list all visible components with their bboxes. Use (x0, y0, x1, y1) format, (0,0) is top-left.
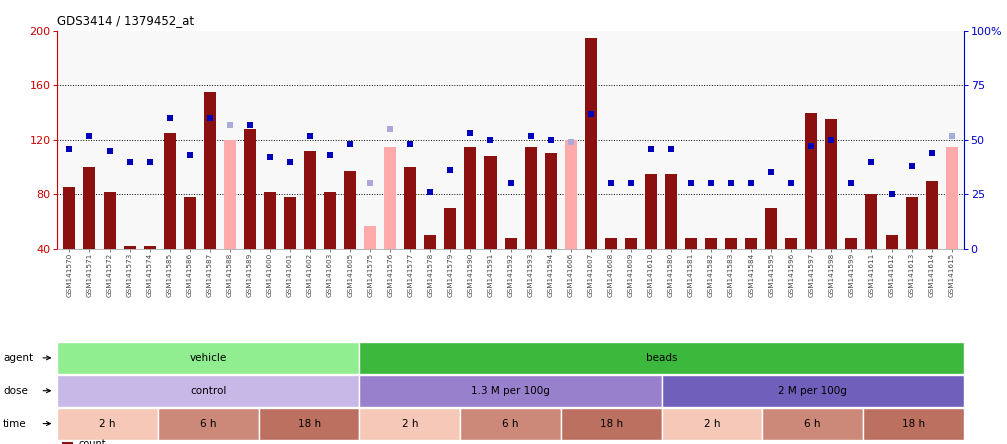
Text: count: count (79, 440, 106, 444)
Text: 2 h: 2 h (402, 419, 418, 428)
Bar (946, 147, 958, 249)
Bar (624, 238, 636, 249)
Bar (404, 167, 416, 249)
Text: 2 h: 2 h (704, 419, 720, 428)
Bar (324, 191, 336, 249)
Bar (304, 151, 316, 249)
Bar (665, 174, 677, 249)
Bar (365, 226, 377, 249)
Bar (244, 129, 256, 249)
Bar (183, 197, 195, 249)
Bar (725, 238, 737, 249)
Bar (63, 187, 76, 249)
Bar (745, 238, 757, 249)
Bar (464, 147, 476, 249)
Text: 18 h: 18 h (600, 419, 622, 428)
Bar (885, 235, 897, 249)
Bar (905, 197, 917, 249)
Bar (545, 154, 557, 249)
Bar (344, 171, 356, 249)
Text: vehicle: vehicle (190, 353, 227, 363)
Bar (565, 140, 577, 249)
Bar (525, 147, 537, 249)
Bar (124, 246, 136, 249)
Text: 2 h: 2 h (100, 419, 116, 428)
Text: 6 h: 6 h (805, 419, 821, 428)
Bar (505, 238, 517, 249)
Bar (484, 156, 496, 249)
Text: dose: dose (3, 386, 28, 396)
Bar (585, 38, 597, 249)
Bar (164, 133, 175, 249)
Bar (264, 191, 276, 249)
Text: GDS3414 / 1379452_at: GDS3414 / 1379452_at (57, 14, 194, 27)
Bar (826, 119, 838, 249)
Bar (644, 174, 657, 249)
Bar (685, 238, 697, 249)
Text: 2 M per 100g: 2 M per 100g (778, 386, 847, 396)
Bar (104, 191, 116, 249)
Text: agent: agent (3, 353, 33, 363)
Text: beads: beads (645, 353, 678, 363)
Text: 6 h: 6 h (200, 419, 217, 428)
Text: control: control (190, 386, 227, 396)
Bar (846, 238, 857, 249)
Bar (605, 238, 617, 249)
Text: 18 h: 18 h (298, 419, 320, 428)
Bar (785, 238, 798, 249)
Bar (144, 246, 156, 249)
Bar (84, 167, 96, 249)
Bar (424, 235, 436, 249)
Text: time: time (3, 419, 26, 428)
Bar (385, 147, 397, 249)
Bar (765, 208, 777, 249)
Bar (865, 194, 877, 249)
Bar (806, 113, 818, 249)
Bar (224, 140, 236, 249)
Text: 1.3 M per 100g: 1.3 M per 100g (471, 386, 550, 396)
Bar (925, 181, 938, 249)
Bar (444, 208, 456, 249)
Text: 6 h: 6 h (502, 419, 519, 428)
Bar (203, 92, 215, 249)
Bar (284, 197, 296, 249)
Text: 18 h: 18 h (902, 419, 924, 428)
Bar (705, 238, 717, 249)
